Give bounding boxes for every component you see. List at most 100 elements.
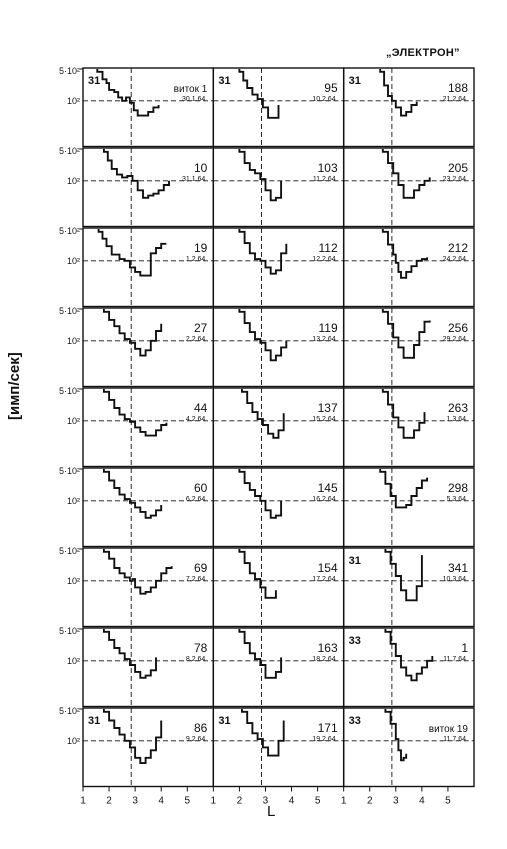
orbit-label: 95 <box>324 81 338 95</box>
date-label: 1.3.64 <box>447 416 467 423</box>
date-label: 1.2.64 <box>186 256 206 263</box>
date-label: 4.2.64 <box>186 416 206 423</box>
data-series-line <box>238 149 283 202</box>
panel-frame <box>212 227 345 308</box>
data-series-line <box>381 309 431 359</box>
data-series-line <box>238 309 288 362</box>
corner-label: 31 <box>218 715 230 727</box>
x-tick-label: 1 <box>341 796 347 807</box>
panel-frame <box>212 147 345 228</box>
y-tick-label: 10² <box>67 256 80 266</box>
orbit-label: 19 <box>194 241 208 255</box>
orbit-label: 10 <box>194 161 208 175</box>
panel-frame <box>342 627 475 708</box>
y-tick-label: 5·10² <box>59 466 80 476</box>
x-tick-label: 4 <box>289 796 295 807</box>
orbit-label: 263 <box>448 401 468 415</box>
orbit-label: 341 <box>448 561 468 575</box>
panel-frame <box>82 227 215 308</box>
data-series-line <box>241 709 285 757</box>
data-series-line <box>384 709 408 762</box>
date-label: 10.3.64 <box>443 576 466 583</box>
x-tick-label: 1 <box>211 796 217 807</box>
date-label: 10.2.64 <box>312 96 335 103</box>
data-series-line <box>238 69 280 119</box>
chart-panel: виток 130.1.64 31 <box>82 67 215 148</box>
date-label: 15.2.64 <box>312 416 335 423</box>
date-label: 24.2.64 <box>443 256 466 263</box>
orbit-label: 86 <box>194 721 208 735</box>
y-tick-label: 10² <box>67 736 80 746</box>
y-tick-label: 5·10² <box>59 146 80 156</box>
x-tick-label: 5 <box>184 796 190 807</box>
orbit-label: виток 1 <box>174 84 208 95</box>
x-tick-label: 4 <box>419 796 425 807</box>
panel-frame <box>342 227 475 308</box>
date-label: 30.1.64 <box>182 96 205 103</box>
panel-frame <box>212 627 345 708</box>
y-tick-label: 5·10² <box>59 306 80 316</box>
date-label: 17.2.64 <box>312 576 335 583</box>
chart-panel: 606.2.64 <box>82 467 215 548</box>
data-series-line <box>238 629 283 679</box>
panel-frame <box>212 307 345 388</box>
corner-label: 31 <box>349 555 361 567</box>
panel-frame <box>342 67 475 148</box>
data-series-line <box>381 229 429 279</box>
panel-frame <box>82 307 215 388</box>
panel-frame <box>342 707 475 788</box>
y-tick-label: 10² <box>67 176 80 186</box>
y-tick-label: 5·10² <box>59 66 80 76</box>
orbit-label: 154 <box>318 561 338 575</box>
y-tick-label: 10² <box>67 576 80 586</box>
x-tick-label: 5 <box>315 796 321 807</box>
date-label: 5.3.64 <box>447 496 467 503</box>
chart-panel: 444.2.64 <box>82 387 215 468</box>
date-label: 6.2.64 <box>186 496 206 503</box>
orbit-label: 298 <box>448 481 468 495</box>
orbit-label: 1 <box>461 641 468 655</box>
orbit-label: 212 <box>448 241 468 255</box>
date-label: 13.2.64 <box>312 336 335 343</box>
orbit-label: 256 <box>448 321 468 335</box>
data-series-line <box>384 629 434 682</box>
date-label: 8.2.64 <box>186 656 206 663</box>
data-series-line <box>238 469 283 519</box>
data-series-line <box>384 549 423 602</box>
x-tick-label: 5 <box>445 796 451 807</box>
data-series-line <box>381 149 431 199</box>
date-label: 11.7.64 <box>443 656 466 663</box>
corner-label: 31 <box>88 715 100 727</box>
date-label: 18.2.64 <box>312 656 335 663</box>
data-series-line <box>102 709 163 765</box>
orbit-label: 69 <box>194 561 208 575</box>
orbit-label: 78 <box>194 641 208 655</box>
x-tick-label: 4 <box>158 796 164 807</box>
date-label: 12.2.64 <box>312 256 335 263</box>
x-tick-label: 2 <box>367 796 373 807</box>
chart-panel: 788.2.64 <box>82 627 215 708</box>
date-label: 9.2.64 <box>186 736 206 743</box>
orbit-label: 44 <box>194 401 208 415</box>
y-tick-label: 10² <box>67 96 80 106</box>
y-tick-label: 10² <box>67 656 80 666</box>
data-series-line <box>102 389 168 437</box>
orbit-label: 119 <box>319 321 338 335</box>
x-tick-label: 3 <box>263 796 269 807</box>
panel-frame <box>212 547 345 628</box>
panel-frame <box>82 387 215 468</box>
panel-frame <box>212 467 345 548</box>
